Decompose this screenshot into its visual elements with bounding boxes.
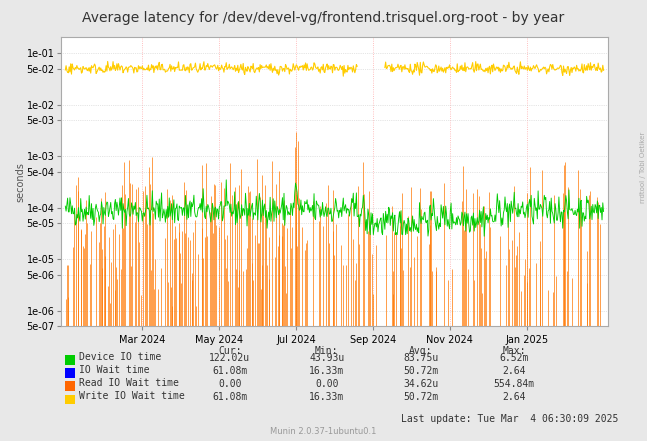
Text: IO Wait time: IO Wait time <box>79 365 149 375</box>
Text: 122.02u: 122.02u <box>209 353 250 363</box>
Text: 43.93u: 43.93u <box>309 353 344 363</box>
Text: 0.00: 0.00 <box>218 379 241 389</box>
Text: Min:: Min: <box>315 346 338 356</box>
Text: 50.72m: 50.72m <box>403 392 438 402</box>
Text: Device IO time: Device IO time <box>79 352 161 362</box>
Text: Last update: Tue Mar  4 06:30:09 2025: Last update: Tue Mar 4 06:30:09 2025 <box>401 414 619 424</box>
Text: Average latency for /dev/devel-vg/frontend.trisquel.org-root - by year: Average latency for /dev/devel-vg/fronte… <box>82 11 565 25</box>
Text: rrdtool / Tobi Oetiker: rrdtool / Tobi Oetiker <box>640 132 646 203</box>
Text: 2.64: 2.64 <box>503 366 526 376</box>
Text: 61.08m: 61.08m <box>212 392 247 402</box>
Text: Read IO Wait time: Read IO Wait time <box>79 378 179 388</box>
Text: Avg:: Avg: <box>409 346 432 356</box>
Text: Cur:: Cur: <box>218 346 241 356</box>
Text: 61.08m: 61.08m <box>212 366 247 376</box>
Text: 16.33m: 16.33m <box>309 366 344 376</box>
Text: 0.00: 0.00 <box>315 379 338 389</box>
Text: 6.52m: 6.52m <box>499 353 529 363</box>
Text: 16.33m: 16.33m <box>309 392 344 402</box>
Text: 2.64: 2.64 <box>503 392 526 402</box>
Text: 34.62u: 34.62u <box>403 379 438 389</box>
Text: 83.75u: 83.75u <box>403 353 438 363</box>
Text: Write IO Wait time: Write IO Wait time <box>79 392 184 401</box>
Y-axis label: seconds: seconds <box>15 162 25 202</box>
Text: 554.84m: 554.84m <box>494 379 535 389</box>
Text: Max:: Max: <box>503 346 526 356</box>
Text: 50.72m: 50.72m <box>403 366 438 376</box>
Text: Munin 2.0.37-1ubuntu0.1: Munin 2.0.37-1ubuntu0.1 <box>270 427 377 436</box>
